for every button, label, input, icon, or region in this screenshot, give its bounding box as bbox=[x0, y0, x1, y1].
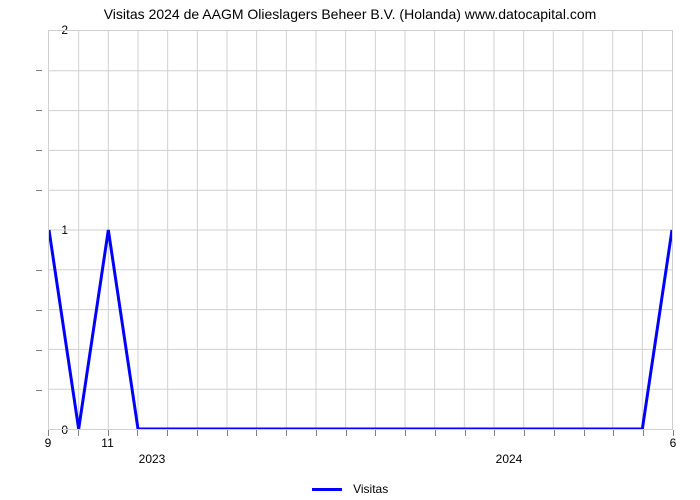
x-year-label-2024: 2024 bbox=[496, 452, 523, 466]
legend-label: Visitas bbox=[353, 482, 388, 496]
legend: Visitas bbox=[0, 481, 700, 496]
x-year-label-2023: 2023 bbox=[139, 452, 166, 466]
legend-line-icon bbox=[312, 488, 342, 491]
plot-area bbox=[48, 30, 673, 430]
x-axis-label-9: 9 bbox=[45, 436, 52, 450]
horizontal-grid bbox=[49, 71, 672, 389]
chart-title: Visitas 2024 de AAGM Olieslagers Beheer … bbox=[0, 6, 700, 22]
x-axis-label-6: 6 bbox=[670, 436, 677, 450]
data-line bbox=[49, 230, 672, 429]
chart-container: Visitas 2024 de AAGM Olieslagers Beheer … bbox=[0, 0, 700, 500]
x-axis-label-11: 11 bbox=[101, 436, 113, 450]
chart-svg bbox=[49, 31, 672, 429]
